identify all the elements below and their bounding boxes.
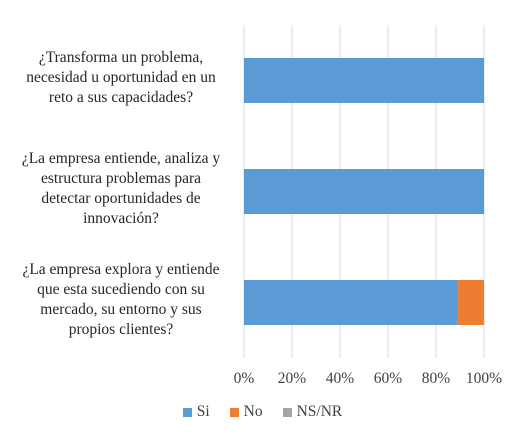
x-tick-label: 80% [422,370,451,387]
category-label: ¿La empresa entiende, analiza y estructur… [8,149,234,229]
category-label: ¿Transforma un problema, necesidad u opor… [8,48,234,108]
category-label-line: reto a sus capacidades? [48,88,194,106]
category-label-line: detectar oportunidades de [41,189,201,207]
legend-swatch [282,407,292,417]
category-label-line: ¿La empresa entiende, analiza y [21,149,221,167]
legend-item: Si [182,403,210,421]
category-label-line: propios clientes? [68,320,174,338]
category-label-line: que esta sucediendo con su [37,280,205,298]
category-label: ¿La empresa explora y entiende que esta s… [8,260,234,340]
x-axis-ticks: 0% 20% 40% 60% 80% 100% [234,370,503,387]
legend-label: No [243,403,263,420]
legend-label: NS/NR [296,403,343,420]
category-label-line: innovación? [83,209,159,227]
legend-swatch [182,407,192,417]
x-tick-label: 40% [326,370,355,387]
category-label-line: necesidad u oportunidad en un [26,68,216,86]
legend-label: Si [196,403,210,420]
x-tick-label: 0% [234,370,255,387]
bar-segment-si [244,58,484,103]
legend: Si No NS/NR [0,403,525,421]
bars [244,58,484,325]
category-label-line: ¿La empresa explora y entiende [22,260,220,278]
bar-segment-no [457,280,484,325]
legend-swatch [229,407,239,417]
x-tick-label: 60% [374,370,403,387]
category-label-line: estructura problemas para [40,169,202,187]
legend-item: No [229,403,263,421]
bar-segment-si [244,280,458,325]
legend-item: NS/NR [282,403,343,421]
bar-segment-si [244,169,484,214]
x-tick-label: 20% [278,370,307,387]
category-label-line: mercado, su entorno y sus [40,300,202,318]
x-tick-label: 100% [466,370,502,387]
category-label-line: ¿Transforma un problema, [38,48,204,66]
